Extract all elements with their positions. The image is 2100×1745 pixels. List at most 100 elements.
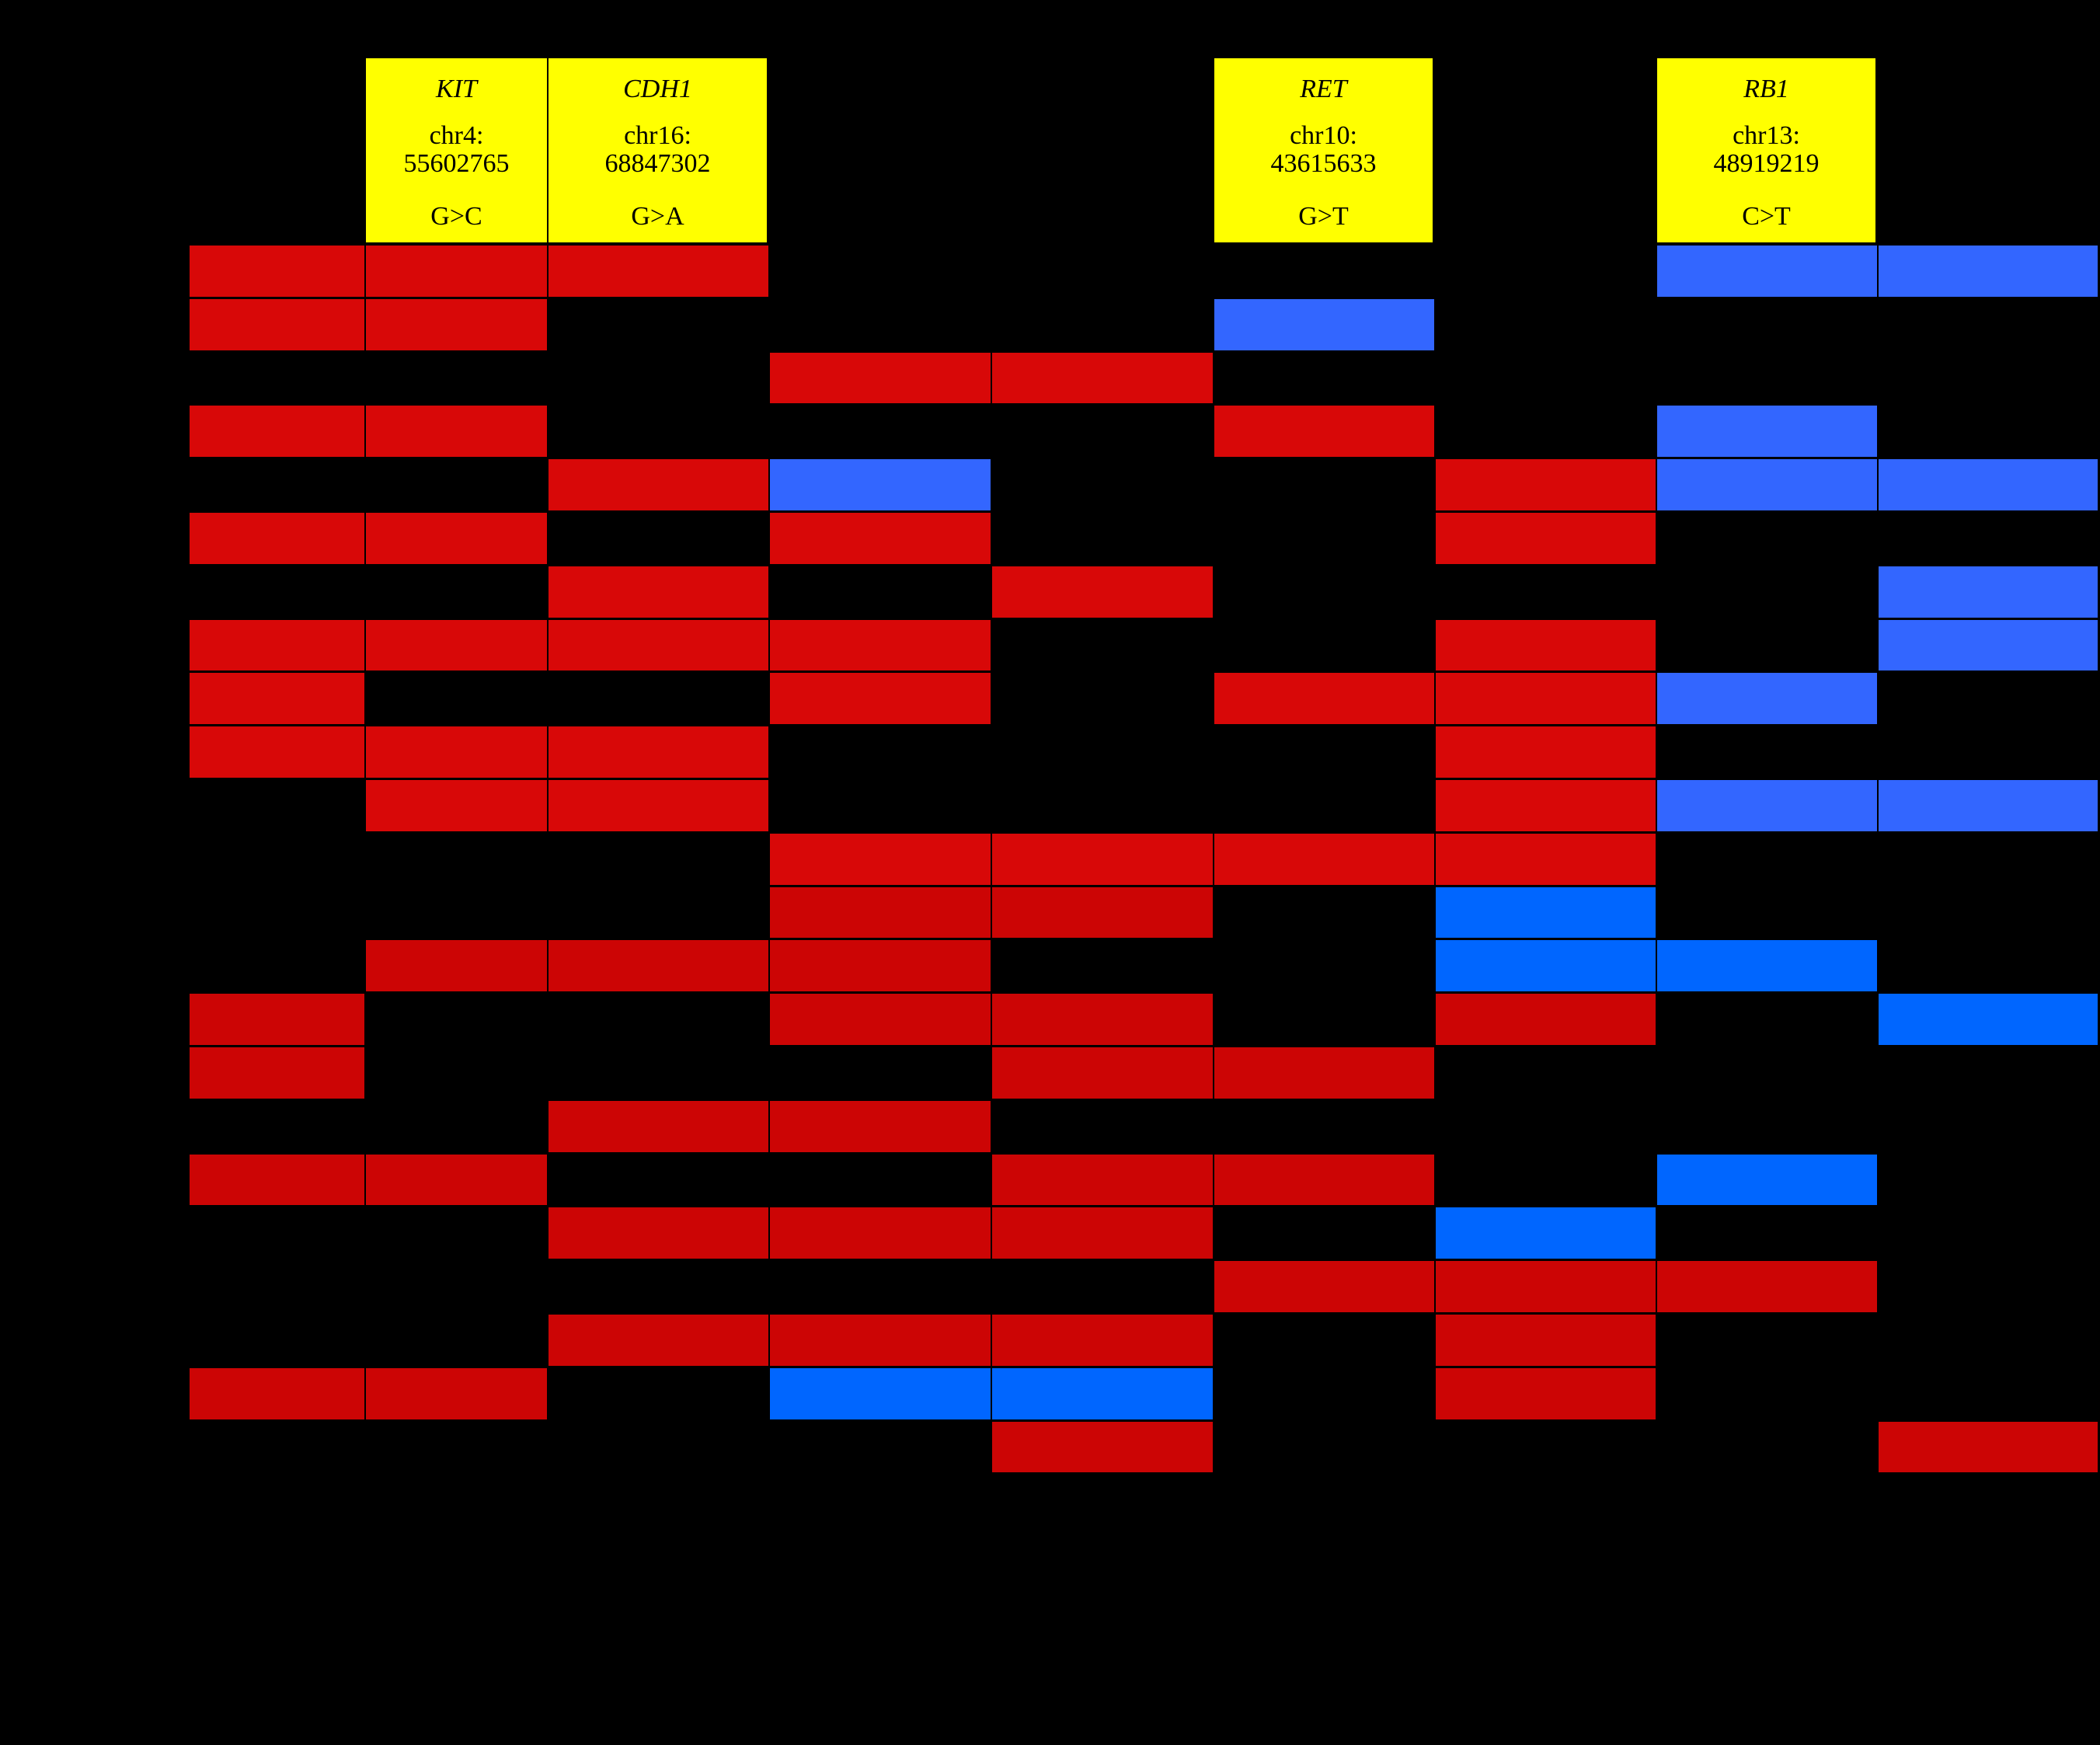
gene-position: 55602765 — [403, 149, 510, 178]
matrix-cell-r22-c7-red — [1434, 1366, 1657, 1421]
matrix-cell-r13-c5-red — [991, 885, 1214, 940]
matrix-cell-r15-c9-blue — [1877, 992, 2099, 1047]
matrix-cell-r6-c2-red — [364, 511, 549, 566]
matrix-cell-r11-c2-red — [364, 778, 549, 833]
matrix-cell-r19-c7-blue — [1434, 1206, 1657, 1261]
matrix-cell-r9-c1-red — [188, 671, 366, 726]
gene-position: 48919219 — [1713, 149, 1820, 178]
matrix-cell-r4-c1-red — [188, 404, 366, 459]
matrix-cell-r11-c7-red — [1434, 778, 1657, 833]
matrix-cell-r7-c5-red — [991, 564, 1214, 619]
matrix-cell-r1-c2-red — [364, 244, 549, 298]
matrix-cell-r7-c3-red — [547, 564, 770, 619]
matrix-cell-r7-c9-blue — [1877, 564, 2099, 619]
matrix-cell-r23-c5-red — [991, 1419, 1214, 1475]
matrix-cell-r18-c5-red — [991, 1152, 1214, 1207]
matrix-cell-r2-c6-blue — [1213, 297, 1436, 352]
matrix-cell-r5-c7-red — [1434, 458, 1657, 512]
matrix-cell-r9-c6-red — [1213, 671, 1436, 726]
gene-locus: chr16: 68847302 — [549, 122, 767, 178]
matrix-cell-r4-c6-red — [1213, 404, 1436, 459]
matrix-cell-r22-c1-red — [188, 1366, 366, 1421]
matrix-cell-r4-c8-blue — [1656, 404, 1879, 459]
matrix-cell-r13-c7-blue — [1434, 885, 1657, 940]
gene-header-rb1: RB1 chr13: 48919219 C>T — [1656, 57, 1877, 244]
matrix-cell-r3-c5-red — [991, 350, 1214, 406]
matrix-cell-r6-c1-red — [188, 511, 366, 566]
matrix-cell-r15-c4-red — [768, 992, 992, 1047]
matrix-cell-r17-c3-red — [547, 1099, 770, 1154]
matrix-cell-r18-c8-blue — [1656, 1152, 1879, 1207]
gene-chromosome: chr16: — [624, 121, 691, 150]
gene-name: KIT — [436, 75, 477, 103]
matrix-cell-r10-c1-red — [188, 725, 366, 779]
matrix-cell-r5-c3-red — [547, 458, 770, 512]
gene-header-cdh1: CDH1 chr16: 68847302 G>A — [547, 57, 768, 244]
matrix-cell-r9-c8-blue — [1656, 671, 1879, 726]
matrix-cell-r19-c4-red — [768, 1206, 992, 1261]
gene-locus: chr10: 43615633 — [1214, 122, 1433, 178]
gene-mutation: G>A — [631, 202, 684, 231]
matrix-cell-r15-c7-red — [1434, 992, 1657, 1047]
matrix-cell-r21-c7-red — [1434, 1313, 1657, 1367]
matrix-cell-r4-c2-red — [364, 404, 549, 459]
matrix-cell-r8-c3-red — [547, 618, 770, 673]
matrix-cell-r22-c4-blue — [768, 1366, 992, 1421]
matrix-cell-r1-c8-blue — [1656, 244, 1879, 298]
matrix-cell-r3-c4-red — [768, 350, 992, 406]
matrix-cell-r8-c2-red — [364, 618, 549, 673]
matrix-cell-r10-c7-red — [1434, 725, 1657, 779]
matrix-cell-r14-c2-red — [364, 939, 549, 994]
matrix-cell-r11-c9-blue — [1877, 778, 2099, 833]
matrix-cell-r19-c5-red — [991, 1206, 1214, 1261]
matrix-cell-r15-c5-red — [991, 992, 1214, 1047]
matrix-cell-r8-c1-red — [188, 618, 366, 673]
gene-name: RB1 — [1743, 75, 1789, 103]
matrix-cell-r6-c4-red — [768, 511, 992, 566]
matrix-cell-r18-c6-red — [1213, 1152, 1436, 1207]
matrix-cell-r9-c7-red — [1434, 671, 1657, 726]
gene-position: 43615633 — [1270, 149, 1377, 178]
matrix-cell-r14-c3-red — [547, 939, 770, 994]
matrix-cell-r12-c4-red — [768, 831, 992, 886]
gene-mutation: C>T — [1742, 202, 1791, 231]
matrix-cell-r11-c8-blue — [1656, 778, 1879, 833]
matrix-cell-r8-c9-blue — [1877, 618, 2099, 673]
matrix-cell-r22-c2-red — [364, 1366, 549, 1421]
matrix-cell-r19-c3-red — [547, 1206, 770, 1261]
matrix-cell-r18-c1-red — [188, 1152, 366, 1207]
matrix-cell-r5-c9-blue — [1877, 458, 2099, 512]
gene-chromosome: chr4: — [429, 121, 484, 150]
matrix-cell-r16-c6-red — [1213, 1046, 1436, 1100]
matrix-cell-r13-c4-red — [768, 885, 992, 940]
matrix-cell-r8-c4-red — [768, 618, 992, 673]
matrix-cell-r1-c9-blue — [1877, 244, 2099, 298]
gene-chromosome: chr10: — [1290, 121, 1357, 150]
matrix-cell-r14-c8-blue — [1656, 939, 1879, 994]
matrix-cell-r23-c9-red — [1877, 1419, 2099, 1475]
matrix-cell-r12-c6-red — [1213, 831, 1436, 886]
matrix-cell-r15-c1-red — [188, 992, 366, 1047]
gene-mutation: G>T — [1298, 202, 1349, 231]
gene-position: 68847302 — [604, 149, 711, 178]
matrix-cell-r21-c4-red — [768, 1313, 992, 1367]
matrix-cell-r2-c1-red — [188, 297, 366, 352]
gene-chromosome: chr13: — [1733, 121, 1800, 150]
matrix-cell-r17-c4-red — [768, 1099, 992, 1154]
matrix-cell-r22-c5-blue — [991, 1366, 1214, 1421]
matrix-cell-r16-c5-red — [991, 1046, 1214, 1100]
matrix-cell-r14-c4-red — [768, 939, 992, 994]
matrix-cell-r1-c3-red — [547, 244, 770, 298]
matrix-cell-r12-c5-red — [991, 831, 1214, 886]
gene-mutation: G>C — [430, 202, 482, 231]
matrix-cell-r16-c1-red — [188, 1046, 366, 1100]
matrix-cell-r20-c8-red — [1656, 1259, 1879, 1314]
matrix-cell-r5-c8-blue — [1656, 458, 1879, 512]
matrix-cell-r12-c7-red — [1434, 831, 1657, 886]
matrix-cell-r18-c2-red — [364, 1152, 549, 1207]
matrix-cell-r10-c3-red — [547, 725, 770, 779]
matrix-cell-r21-c5-red — [991, 1313, 1214, 1367]
matrix-cell-r20-c7-red — [1434, 1259, 1657, 1314]
matrix-cell-r1-c1-red — [188, 244, 366, 298]
gene-name: RET — [1300, 75, 1347, 103]
